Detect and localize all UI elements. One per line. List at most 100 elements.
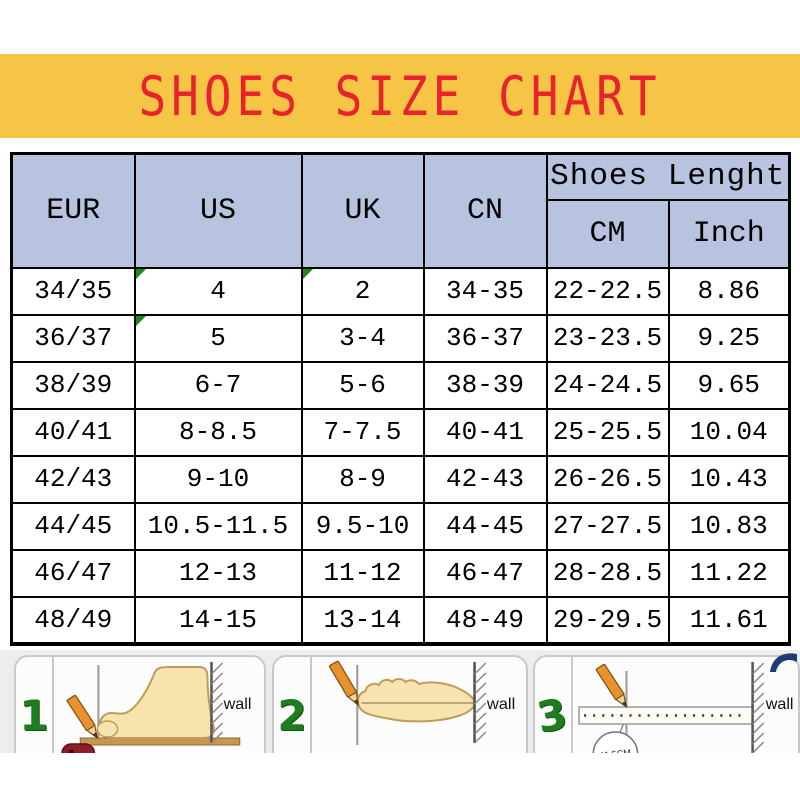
table-cell: 11.22 — [667, 548, 791, 598]
table-cell: 23-23.5 — [545, 313, 670, 363]
table-cell: 42-43 — [422, 454, 548, 504]
table-cell: 2 — [300, 266, 425, 316]
col-header-cn: CN — [422, 152, 548, 269]
table-cell: 38/39 — [10, 360, 136, 410]
instruction-step-3: 3 — [533, 655, 800, 753]
table-cell: 46/47 — [10, 548, 136, 598]
table-cell: 3-4 — [300, 313, 425, 363]
table-cell: 8-8.5 — [133, 407, 303, 457]
table-row: 46/47 12-13 11-12 46-47 28-28.5 11.22 — [10, 548, 791, 598]
table-cell: 5 — [133, 313, 303, 363]
foot-side-icon — [99, 666, 216, 739]
table-cell: 10.83 — [667, 501, 791, 551]
pencil-icon — [66, 694, 99, 740]
measure-instructions-strip: 1 — [0, 650, 800, 753]
foot-side-illustration: wall — [61, 662, 252, 753]
page-curl-icon — [770, 653, 797, 672]
measure-callout: 11.5CM — [592, 723, 639, 753]
pencil-icon — [595, 663, 628, 709]
table-cell: 29-29.5 — [545, 595, 670, 645]
table-cell: 9.25 — [667, 313, 791, 363]
col-header-inch: Inch — [667, 198, 791, 269]
table-cell: 38-39 — [422, 360, 548, 410]
wall-hatch — [210, 662, 224, 744]
table-cell: 9.65 — [667, 360, 791, 410]
table-cell: 40-41 — [422, 407, 548, 457]
col-group-header-shoes-lenght: Shoes Lenght — [545, 152, 791, 201]
foot-top-illustration: wall — [328, 660, 515, 745]
table-cell: 22-22.5 — [545, 266, 670, 316]
size-table-body: 34/35 4 2 34-35 22-22.5 8.86 36/37 5 3-4… — [10, 266, 791, 645]
step-1-number-cell: 1 — [16, 657, 54, 753]
wall-label: wall — [486, 695, 515, 713]
ruler-icon — [578, 706, 754, 725]
table-cell: 25-25.5 — [545, 407, 670, 457]
table-cell: 5-6 — [300, 360, 425, 410]
col-header-us: US — [133, 152, 303, 269]
banner: SHOES SIZE CHART — [0, 54, 800, 138]
ruler-illustration: wall 11.5CM — [578, 662, 794, 753]
col-header-eur: EUR — [10, 152, 136, 269]
table-cell: 13-14 — [300, 595, 425, 645]
table-cell: 34-35 — [422, 266, 548, 316]
measure-value-label: 11.5CM — [599, 747, 631, 753]
table-cell: 28-28.5 — [545, 548, 670, 598]
big-toe — [96, 720, 119, 738]
table-cell: 9.5-10 — [300, 501, 425, 551]
step-3-number-cell: 3 — [533, 657, 573, 753]
table-cell: 48-49 — [422, 595, 548, 645]
sharpener-icon — [61, 743, 96, 753]
table-row: 34/35 4 2 34-35 22-22.5 8.86 — [10, 266, 791, 316]
table-cell: 36-37 — [422, 313, 548, 363]
table-cell: 12-13 — [133, 548, 303, 598]
wall-label: wall — [223, 695, 252, 713]
step-3-number: 3 — [533, 688, 571, 742]
instruction-step-2: 2 — [272, 655, 528, 753]
table-cell: 27-27.5 — [545, 501, 670, 551]
wall-hatch — [473, 662, 487, 744]
table-cell: 10.04 — [667, 407, 791, 457]
instruction-step-1: 1 — [14, 655, 266, 753]
table-row: 40/41 8-8.5 7-7.5 40-41 25-25.5 10.04 — [10, 407, 791, 457]
table-cell: 36/37 — [10, 313, 136, 363]
table-row: 36/37 5 3-4 36-37 23-23.5 9.25 — [10, 313, 791, 363]
size-table-header: EUR US UK CN Shoes Lenght CM Inch — [10, 152, 791, 269]
table-cell: 9-10 — [133, 454, 303, 504]
col-header-cm: CM — [545, 198, 670, 269]
wall-label: wall — [765, 695, 794, 713]
table-cell: 40/41 — [10, 407, 136, 457]
pencil-icon — [328, 660, 360, 707]
foot-top-icon — [356, 678, 476, 723]
table-cell: 48/49 — [10, 595, 136, 645]
table-row: 44/45 10.5-11.5 9.5-10 44-45 27-27.5 10.… — [10, 501, 791, 551]
table-cell: 6-7 — [133, 360, 303, 410]
step-2-number: 2 — [277, 690, 307, 740]
step-2-illustration: wall — [312, 657, 526, 753]
table-row: 38/39 6-7 5-6 38-39 24-24.5 9.65 — [10, 360, 791, 410]
wall-hatch — [751, 662, 765, 753]
table-cell: 11.61 — [667, 595, 791, 645]
table-cell: 34/35 — [10, 266, 136, 316]
size-table: EUR US UK CN Shoes Lenght CM Inch 34/35 … — [10, 152, 791, 646]
table-cell: 26-26.5 — [545, 454, 670, 504]
banner-title: SHOES SIZE CHART — [138, 64, 662, 128]
table-cell: 44-45 — [422, 501, 548, 551]
col-header-uk: UK — [300, 152, 425, 269]
table-cell: 8.86 — [667, 266, 791, 316]
table-cell: 44/45 — [10, 501, 136, 551]
table-row: 42/43 9-10 8-9 42-43 26-26.5 10.43 — [10, 454, 791, 504]
table-cell: 24-24.5 — [545, 360, 670, 410]
table-cell: 14-15 — [133, 595, 303, 645]
table-cell: 46-47 — [422, 548, 548, 598]
table-cell: 7-7.5 — [300, 407, 425, 457]
table-cell: 11-12 — [300, 548, 425, 598]
table-row: 48/49 14-15 13-14 48-49 29-29.5 11.61 — [10, 595, 791, 645]
table-cell: 8-9 — [300, 454, 425, 504]
table-cell: 42/43 — [10, 454, 136, 504]
step-2-number-cell: 2 — [274, 657, 312, 753]
step-1-illustration: wall — [54, 657, 264, 753]
table-cell: 4 — [133, 266, 303, 316]
table-cell: 10.43 — [667, 454, 791, 504]
table-cell: 10.5-11.5 — [133, 501, 303, 551]
